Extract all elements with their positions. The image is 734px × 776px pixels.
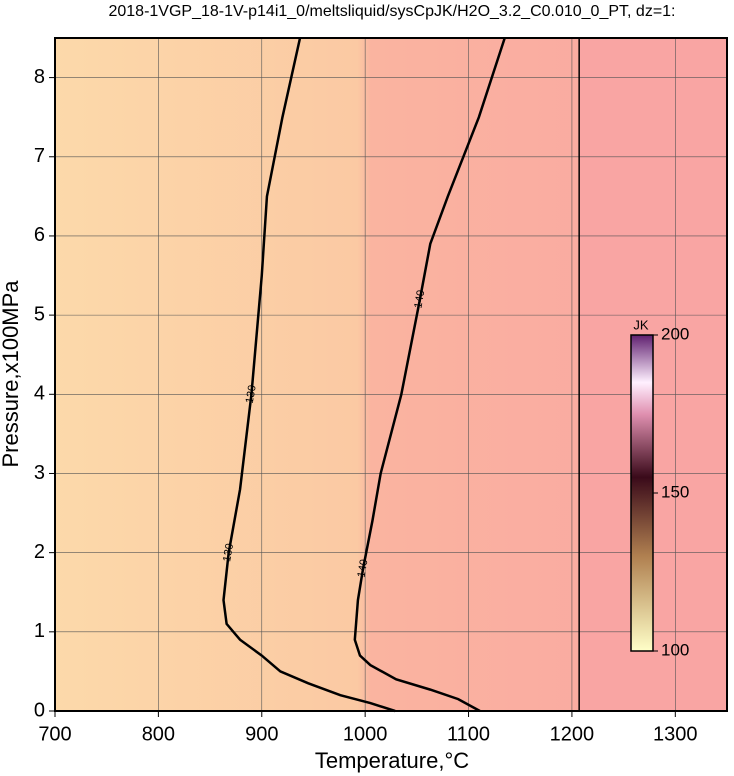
- contour-line: [222, 37, 396, 713]
- contour-label: 140: [412, 289, 427, 309]
- colorbar-tick-label: 100: [661, 640, 689, 659]
- x-tick-label: 900: [245, 723, 278, 745]
- x-tick-label: 1300: [653, 723, 698, 745]
- y-tick-label: 7: [34, 145, 45, 167]
- x-tick-label: 800: [142, 723, 175, 745]
- y-axis-label: Pressure,x100MPa: [0, 280, 23, 468]
- y-tick-label: 1: [34, 620, 45, 642]
- colorbar-label: JK: [633, 317, 649, 332]
- y-tick-label: 2: [34, 541, 45, 563]
- y-tick-label: 4: [34, 383, 45, 405]
- x-tick-label: 700: [38, 723, 71, 745]
- contour-label: 140: [355, 558, 370, 578]
- colorbar-tick-label: 150: [661, 482, 689, 501]
- contour-label: 130: [221, 543, 236, 563]
- chart-title: 2018-1VGP_18-1V-p14i1_0/meltsliquid/sysC…: [108, 3, 675, 20]
- x-tick-label: 1100: [447, 723, 490, 745]
- x-axis-label: Temperature,°C: [315, 748, 469, 773]
- frame: [54, 37, 728, 712]
- y-tick-label: 0: [34, 699, 45, 721]
- y-tick-label: 8: [34, 66, 45, 88]
- y-tick-label: 6: [34, 224, 45, 246]
- y-tick-label: 5: [34, 303, 45, 325]
- x-tick-label: 1000: [343, 723, 388, 745]
- x-tick-label: 1200: [550, 723, 595, 745]
- colorbar-tick-label: 200: [661, 324, 689, 343]
- y-tick-label: 3: [34, 462, 45, 484]
- contour-line: [353, 37, 506, 713]
- colorbar: [630, 334, 654, 652]
- contour-label: 130: [244, 384, 259, 404]
